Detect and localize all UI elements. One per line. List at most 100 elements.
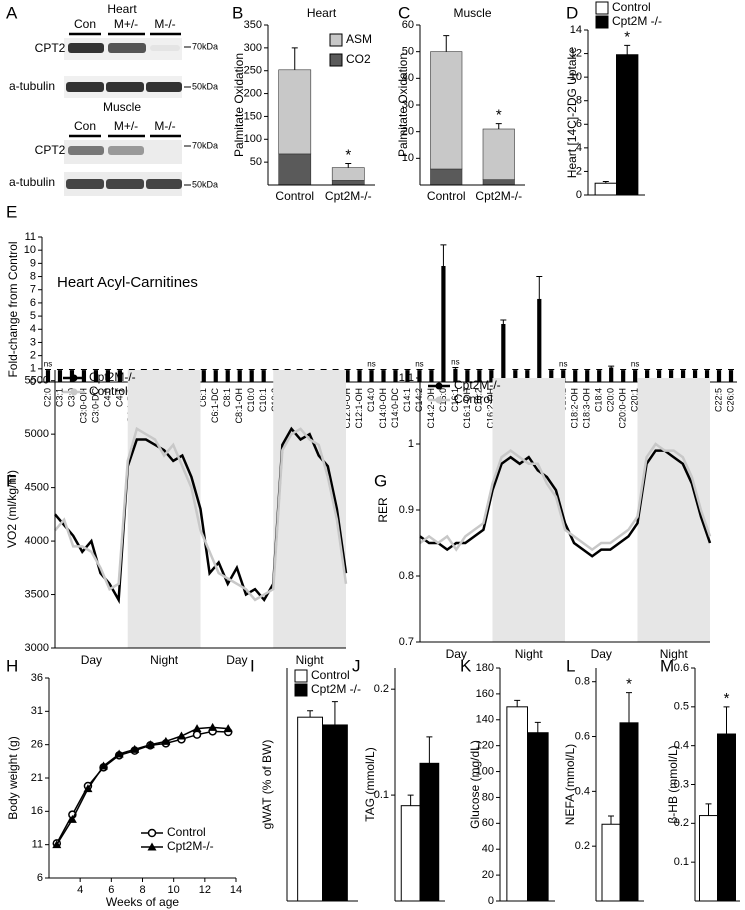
error-bar	[624, 44, 631, 55]
legend-swatch	[595, 1, 609, 15]
y-tick-label: 11	[32, 839, 43, 851]
chart-title: Heart	[307, 6, 337, 20]
y-tick-label: 3000	[25, 642, 49, 654]
legend-swatch	[70, 388, 78, 396]
y-tick-label: 16	[31, 805, 43, 817]
y-tick-label: 350	[244, 19, 262, 31]
x-tick-label: C20:1	[630, 388, 640, 412]
bar	[561, 370, 566, 382]
x-tick-label: C26:0	[725, 388, 735, 412]
bar	[585, 370, 590, 382]
y-tick-label: 160	[476, 688, 494, 700]
x-tick-label: C12:1-OH	[354, 388, 364, 429]
marker	[161, 736, 171, 745]
bar	[619, 722, 639, 902]
bar	[45, 370, 51, 382]
marker-label: 70kDa	[192, 41, 218, 51]
chart-title: Muscle	[453, 6, 491, 20]
error-bar	[44, 368, 51, 371]
y-tick-label: 6	[30, 297, 36, 309]
x-tick-label: 10	[168, 884, 180, 896]
x-tick-label: C16:1-OH	[462, 388, 472, 429]
error-bar	[704, 368, 711, 371]
y-tick-label: 2	[30, 350, 36, 362]
bar	[573, 370, 578, 382]
bar	[429, 370, 434, 382]
panel-letter: K	[460, 656, 472, 675]
error-bar	[426, 736, 433, 764]
bar	[633, 370, 638, 382]
region-label: Night	[150, 653, 179, 667]
bar	[704, 370, 710, 382]
y-tick-label: 10	[24, 244, 36, 256]
y-tick-label: 0.5	[674, 701, 689, 713]
error-bar	[602, 180, 609, 184]
y-tick-label: 0	[488, 895, 494, 907]
marker-label: 50kDa	[192, 81, 218, 91]
y-axis-label: β-HB (mmol/L)	[666, 745, 680, 823]
annotation: ns	[559, 360, 567, 369]
bar	[453, 368, 458, 382]
panel-letter: A	[6, 3, 18, 22]
y-tick-label: 180	[476, 662, 494, 674]
panel-letter: E	[6, 202, 17, 221]
legend-label: Cpt2M-/-	[454, 378, 501, 392]
bar	[400, 805, 421, 902]
y-tick-label: 11	[25, 231, 36, 243]
y-tick-label: 100	[244, 133, 262, 145]
x-tick-label: C3:0	[66, 388, 76, 407]
error-bar	[428, 368, 435, 371]
error-bar	[534, 721, 541, 733]
bar	[381, 370, 386, 382]
lane-label: M-/-	[154, 17, 175, 31]
y-tick-label: 0.4	[575, 785, 590, 797]
bar	[405, 370, 410, 382]
bar	[93, 370, 99, 382]
y-tick-label: 0.6	[674, 662, 689, 674]
y-axis-label: Fold-change from Control	[6, 241, 20, 377]
panel-letter: L	[566, 656, 575, 675]
error-bar	[392, 368, 399, 371]
error-bar	[291, 47, 298, 70]
y-tick-label: 10	[570, 71, 582, 83]
lane-label: M-/-	[154, 119, 175, 133]
legend-swatch	[329, 53, 343, 67]
x-tick-label: C14:1	[402, 388, 412, 412]
panel-letter: B	[232, 3, 243, 22]
y-tick-label: 26	[31, 739, 43, 751]
error-bar	[728, 368, 735, 371]
x-tick-label: 6	[108, 884, 114, 896]
lane-label: M+/-	[114, 119, 138, 133]
bar	[419, 762, 440, 902]
bar	[601, 823, 621, 902]
x-tick-label: C3:0-OH	[78, 388, 88, 424]
y-tick-label: 0.2	[374, 683, 389, 695]
y-tick-label: 4500	[25, 482, 49, 494]
x-tick-label: C14:0	[366, 388, 376, 412]
error-bar	[626, 692, 632, 723]
bar	[357, 370, 362, 382]
chart-title: Heart Acyl-Carnitines	[57, 274, 198, 291]
lane-label: M+/-	[114, 17, 138, 31]
marker	[192, 730, 202, 739]
x-tick-label: C16:2-OH	[486, 388, 496, 429]
error-bar	[500, 319, 507, 324]
marker	[145, 740, 155, 749]
marker	[114, 749, 124, 758]
bar	[716, 370, 722, 382]
error-bar	[212, 368, 219, 371]
error-bar	[716, 368, 723, 371]
x-tick-label: C18:4	[594, 388, 604, 412]
y-axis-label: TAG (mmol/L)	[363, 747, 377, 821]
error-bar	[723, 706, 730, 735]
error-bar	[560, 368, 567, 371]
panel-letter: C	[398, 3, 410, 22]
bar	[616, 54, 639, 196]
lane-label: Con	[74, 119, 96, 133]
legend-swatch	[294, 683, 308, 697]
series-line	[419, 449, 712, 558]
bar-segment	[278, 69, 312, 155]
blot-heart: Heart Con M+/- M-/- CPT2 a-tubulin 70kDa…	[9, 2, 218, 98]
error-bar	[416, 368, 423, 371]
